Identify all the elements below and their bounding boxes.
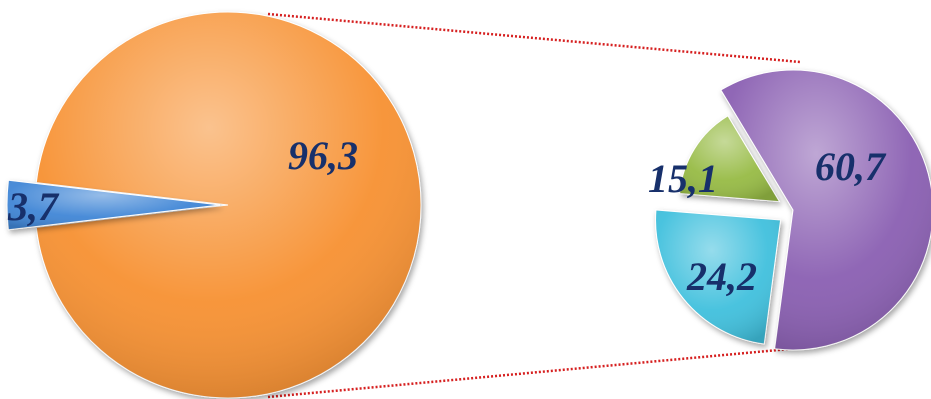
connector-top	[267, 12, 801, 64]
data-label-sec-purple: 60,7	[815, 144, 887, 189]
connector-lines	[267, 12, 801, 399]
slice-main-large-gloss	[36, 11, 421, 398]
data-label-sec-cyan: 24,2	[686, 254, 757, 299]
slice-sec-green-gloss	[679, 115, 780, 202]
data-label-main-small: 3,7	[7, 184, 60, 229]
connector-bottom	[267, 346, 801, 399]
secondary-pie	[655, 69, 931, 351]
slice-sec-cyan-gloss	[655, 209, 781, 344]
main-pie	[6, 11, 422, 399]
slice-sec-purple-gloss	[720, 70, 931, 350]
slice-main-small-gloss	[6, 180, 220, 230]
data-label-main-large: 96,3	[288, 133, 358, 178]
data-label-sec-green: 15,1	[648, 156, 718, 201]
